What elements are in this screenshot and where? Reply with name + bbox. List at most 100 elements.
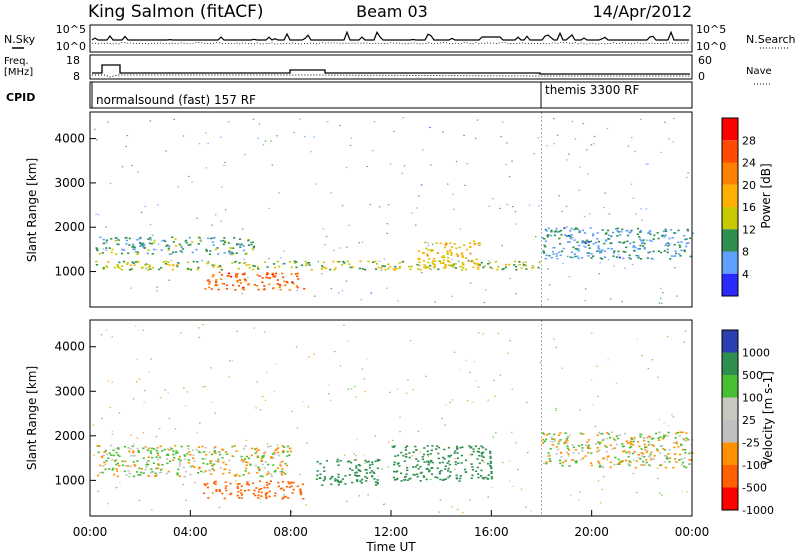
power-scatter-cell <box>227 121 230 123</box>
power-cell <box>545 254 548 257</box>
velocity-cell <box>268 490 271 493</box>
velocity-scatter-cell <box>672 416 675 418</box>
power-scatter-cell <box>645 163 648 165</box>
velocity-cell <box>567 453 570 455</box>
power-cell <box>214 284 217 286</box>
velocity-cell <box>346 460 350 463</box>
velocity-cell <box>421 456 424 458</box>
power-scatter-cell <box>241 292 243 295</box>
power-scatter-cell <box>416 207 418 209</box>
velocity-scatter-cell <box>111 430 114 432</box>
velocity-cell <box>586 441 589 443</box>
velocity-cell <box>202 492 206 495</box>
power-cell <box>164 240 167 242</box>
velocity-cell <box>103 461 106 464</box>
time-tick-label: 04:00 <box>173 525 208 539</box>
power-scatter-cell <box>631 264 634 266</box>
power-scatter-cell <box>315 183 318 185</box>
power-scatter-cell <box>474 137 477 139</box>
power-ylabel: Slant Range [km] <box>25 158 39 262</box>
velocity-cell <box>219 467 222 469</box>
power-cell <box>581 257 584 259</box>
velocity-cell <box>613 463 616 466</box>
power-scatter-cell <box>317 261 320 263</box>
velocity-cell <box>374 481 377 483</box>
velocity-cell <box>438 462 441 464</box>
power-cell <box>544 245 547 248</box>
velocity-scatter-cell <box>508 460 511 462</box>
power-cell <box>552 253 555 255</box>
velocity-cell <box>640 433 643 436</box>
velocity-cell <box>139 474 142 476</box>
power-cell <box>425 247 428 250</box>
power-cell <box>444 264 447 266</box>
velocity-cell <box>215 490 218 492</box>
velocity-cell <box>587 451 590 454</box>
power-cell <box>636 233 639 235</box>
velocity-cell <box>474 445 477 448</box>
velocity-cell <box>378 459 381 461</box>
power-cell <box>217 253 220 255</box>
velocity-scatter-cell <box>511 431 513 433</box>
power-scatter-cell <box>156 290 158 292</box>
power-cell <box>219 240 223 242</box>
velocity-cell <box>618 463 621 465</box>
velocity-cell <box>351 469 354 472</box>
power-scatter-cell <box>660 151 662 153</box>
power-cell <box>124 237 127 239</box>
velocity-scatter-cell <box>454 458 456 460</box>
power-cell <box>241 273 244 276</box>
power-cell <box>181 248 185 250</box>
velocity-cell <box>414 466 417 468</box>
velocity-cell <box>321 484 324 486</box>
velocity-scatter-cell <box>212 492 214 494</box>
velocity-cell <box>548 433 551 435</box>
velocity-cell <box>443 448 446 451</box>
velocity-cell <box>370 470 373 472</box>
power-cell <box>247 244 251 246</box>
power-cell <box>432 259 435 262</box>
power-cell <box>216 284 219 286</box>
power-cell <box>524 264 528 267</box>
velocity-cell <box>447 460 450 463</box>
velocity-cell <box>437 452 440 455</box>
velocity-cell <box>664 454 667 457</box>
velocity-cell <box>393 445 396 447</box>
power-scatter-cell <box>537 137 539 139</box>
velocity-cell <box>292 481 295 484</box>
velocity-scatter-cell <box>232 456 235 458</box>
power-scatter-cell <box>258 123 261 125</box>
velocity-cell <box>674 437 677 439</box>
velocity-cell <box>647 435 650 438</box>
power-scatter-cell <box>151 234 154 236</box>
velocity-colorbar-color-segment <box>722 352 738 375</box>
power-cell <box>450 254 453 256</box>
velocity-cell <box>618 434 621 436</box>
velocity-cell <box>155 450 158 452</box>
velocity-cell <box>251 482 255 485</box>
power-cell <box>590 257 593 259</box>
velocity-cell <box>281 468 284 470</box>
velocity-cell <box>365 469 368 471</box>
power-scatter-cell <box>259 275 262 277</box>
power-cell <box>430 250 433 253</box>
velocity-cell <box>430 449 433 452</box>
velocity-scatter-cell <box>256 381 258 383</box>
velocity-cell <box>253 489 256 492</box>
velocity-cell <box>420 471 423 474</box>
velocity-cell <box>357 469 360 471</box>
velocity-cell <box>158 456 162 459</box>
velocity-cell <box>477 476 480 479</box>
velocity-scatter-cell <box>199 422 201 424</box>
velocity-cell <box>193 466 196 468</box>
power-cell <box>522 264 525 266</box>
power-cell <box>151 253 154 255</box>
power-cell <box>274 275 277 277</box>
velocity-cell <box>319 477 322 479</box>
velocity-cell <box>167 470 170 473</box>
velocity-cell <box>284 473 287 475</box>
power-cell <box>626 234 630 237</box>
velocity-scatter-cell <box>266 443 269 445</box>
power-cell <box>107 261 110 263</box>
